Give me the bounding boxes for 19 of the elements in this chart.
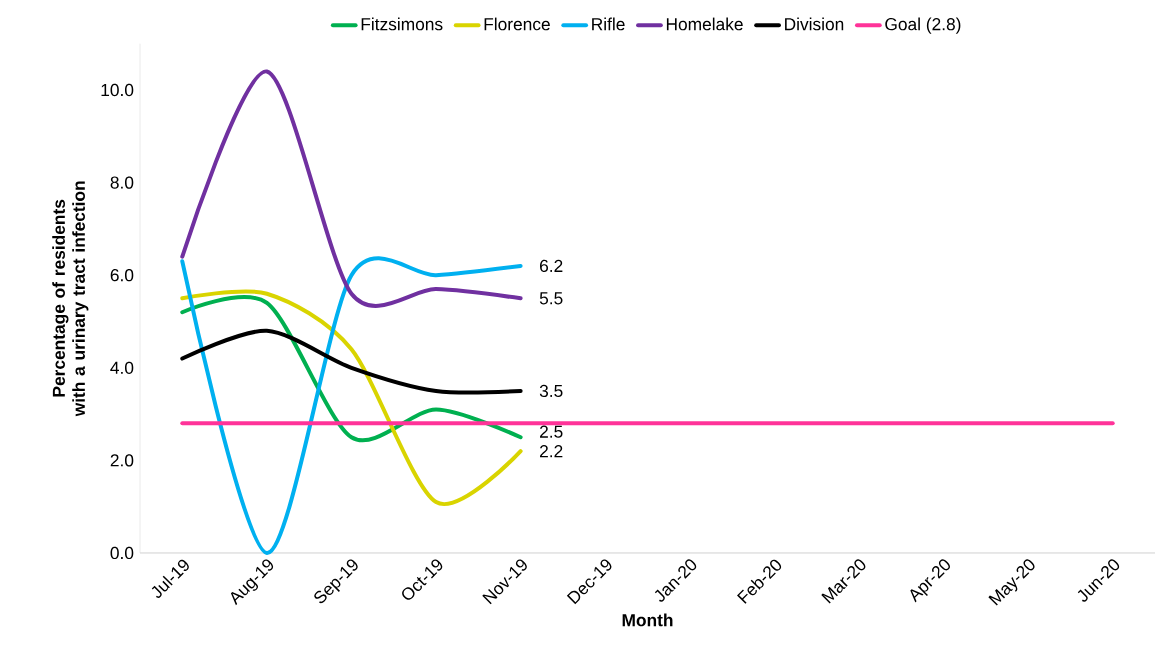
legend-label: Goal (2.8): [885, 17, 961, 34]
y-tick-label: 4.0: [110, 361, 134, 374]
legend-label: Rifle: [592, 17, 625, 31]
legend-label: Fitzsimons: [361, 17, 443, 31]
data-label: 2.5: [540, 425, 563, 438]
y-tick-label: 2.0: [110, 454, 134, 467]
data-label: 5.5: [539, 292, 563, 305]
y-tick-label: 0.0: [110, 546, 134, 560]
legend-label: Florence: [484, 17, 550, 31]
data-label: 6.2: [540, 259, 563, 273]
y-tick-label: 10.0: [101, 83, 134, 97]
data-label: 3.5: [539, 384, 563, 398]
y-axis-title: Percentage of residents with a urinary tract infection: [52, 181, 89, 417]
legend-label: Homelake: [666, 17, 743, 31]
x-axis-title: Month: [622, 613, 673, 627]
data-label: 2.2: [540, 445, 563, 458]
y-tick-label: 8.0: [110, 176, 134, 189]
legend-label: Division: [785, 17, 844, 31]
y-tick-label: 6.0: [110, 269, 134, 282]
